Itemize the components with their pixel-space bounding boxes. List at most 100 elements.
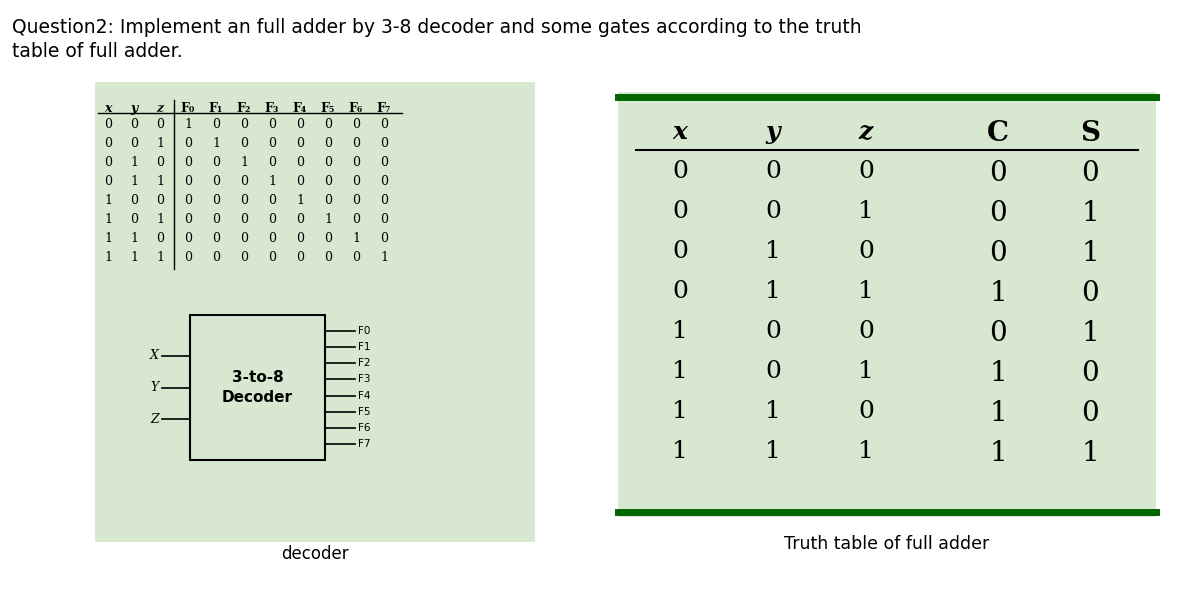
Text: F₅: F₅: [320, 102, 335, 115]
Text: 0: 0: [296, 175, 304, 188]
Text: y: y: [131, 102, 138, 115]
Text: 0: 0: [184, 213, 192, 226]
Text: 1: 1: [1081, 200, 1099, 227]
Text: 1: 1: [1081, 320, 1099, 347]
Text: 0: 0: [858, 400, 874, 423]
Text: 0: 0: [240, 118, 248, 131]
Text: 1: 1: [130, 251, 138, 264]
Text: 0: 0: [380, 232, 388, 245]
Text: F₁: F₁: [209, 102, 223, 115]
Text: 1: 1: [989, 360, 1007, 387]
Text: F₇: F₇: [377, 102, 391, 115]
Text: F7: F7: [358, 439, 371, 449]
Text: 0: 0: [184, 194, 192, 207]
Text: 1: 1: [672, 440, 688, 463]
Text: 0: 0: [212, 213, 220, 226]
Text: 0: 0: [156, 194, 164, 207]
Text: 1: 1: [104, 213, 112, 226]
Text: F1: F1: [358, 342, 371, 352]
Text: 1: 1: [104, 194, 112, 207]
Text: Z: Z: [150, 413, 158, 426]
Text: 0: 0: [324, 137, 332, 150]
Text: F3: F3: [358, 374, 371, 384]
Text: 1: 1: [130, 232, 138, 245]
Text: 0: 0: [240, 251, 248, 264]
Text: 0: 0: [766, 200, 781, 223]
Text: 0: 0: [212, 118, 220, 131]
Text: 0: 0: [352, 175, 360, 188]
Text: 0: 0: [352, 118, 360, 131]
Text: 1: 1: [672, 360, 688, 383]
Text: X: X: [150, 349, 158, 362]
Text: 0: 0: [672, 200, 688, 223]
Text: 0: 0: [324, 118, 332, 131]
Text: F0: F0: [358, 326, 371, 336]
Text: y: y: [766, 120, 780, 144]
Text: z: z: [859, 120, 874, 144]
Text: 0: 0: [766, 320, 781, 343]
Text: C: C: [986, 120, 1009, 147]
Text: 0: 0: [104, 175, 112, 188]
Text: 0: 0: [352, 213, 360, 226]
Text: 1: 1: [1081, 440, 1099, 467]
Text: 0: 0: [130, 213, 138, 226]
Text: 1: 1: [156, 213, 164, 226]
Text: 0: 0: [352, 137, 360, 150]
Text: F6: F6: [358, 423, 371, 433]
Text: 0: 0: [268, 118, 276, 131]
Text: 1: 1: [672, 320, 688, 343]
Text: 1: 1: [766, 440, 781, 463]
Text: 1: 1: [766, 400, 781, 423]
Text: F₀: F₀: [181, 102, 196, 115]
Text: 1: 1: [766, 280, 781, 303]
Text: 0: 0: [380, 118, 388, 131]
Text: 0: 0: [1081, 360, 1099, 387]
Text: 0: 0: [1081, 160, 1099, 187]
Text: 0: 0: [296, 251, 304, 264]
Text: 0: 0: [130, 137, 138, 150]
Text: F₆: F₆: [349, 102, 364, 115]
Text: 0: 0: [324, 175, 332, 188]
Text: 0: 0: [184, 137, 192, 150]
Text: 0: 0: [130, 194, 138, 207]
Text: F4: F4: [358, 391, 371, 400]
Text: table of full adder.: table of full adder.: [12, 42, 182, 61]
Text: 0: 0: [268, 232, 276, 245]
Text: 1: 1: [352, 232, 360, 245]
Text: S: S: [1080, 120, 1100, 147]
Text: 0: 0: [212, 251, 220, 264]
Text: 0: 0: [858, 240, 874, 263]
Text: 0: 0: [268, 251, 276, 264]
Text: Y: Y: [151, 381, 158, 394]
Text: 1: 1: [212, 137, 220, 150]
Text: 0: 0: [380, 194, 388, 207]
Text: 1: 1: [130, 175, 138, 188]
Text: 0: 0: [184, 251, 192, 264]
Text: 1: 1: [156, 251, 164, 264]
Text: 0: 0: [104, 156, 112, 169]
Text: 0: 0: [212, 175, 220, 188]
Text: 0: 0: [296, 156, 304, 169]
Text: 0: 0: [212, 232, 220, 245]
Text: 0: 0: [672, 160, 688, 183]
FancyBboxPatch shape: [190, 315, 325, 460]
Text: 1: 1: [268, 175, 276, 188]
Text: 0: 0: [268, 137, 276, 150]
Text: 1: 1: [672, 400, 688, 423]
Text: 0: 0: [858, 320, 874, 343]
Text: 1: 1: [324, 213, 332, 226]
Text: 0: 0: [380, 137, 388, 150]
Text: 0: 0: [268, 156, 276, 169]
Text: 0: 0: [104, 137, 112, 150]
Text: 0: 0: [212, 156, 220, 169]
Text: decoder: decoder: [281, 545, 349, 563]
Text: 1: 1: [858, 280, 874, 303]
Text: 0: 0: [672, 240, 688, 263]
Text: 0: 0: [104, 118, 112, 131]
FancyBboxPatch shape: [618, 92, 1156, 517]
Text: 0: 0: [296, 118, 304, 131]
Text: 0: 0: [766, 160, 781, 183]
Text: 1: 1: [184, 118, 192, 131]
Text: 0: 0: [989, 160, 1007, 187]
Text: 0: 0: [766, 360, 781, 383]
